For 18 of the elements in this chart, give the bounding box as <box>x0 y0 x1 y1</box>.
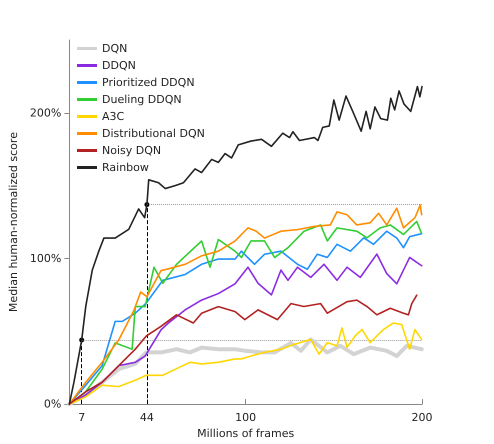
legend-label: Noisy DQN <box>102 144 162 157</box>
y-tick-label: 100% <box>30 252 62 265</box>
x-tick-label: 44 <box>140 411 154 424</box>
y-tick-label: 0% <box>44 398 62 411</box>
y-tick-label: 200% <box>30 106 62 120</box>
legend-label: A3C <box>102 110 125 123</box>
legend-label: Prioritized DDQN <box>102 76 195 89</box>
y-axis-title: Median human-normalized score <box>7 132 20 312</box>
legend-label: Rainbow <box>102 161 149 174</box>
x-axis-title: Millions of frames <box>197 427 294 440</box>
legend-label: Dueling DDQN <box>102 93 182 106</box>
x-tick-label: 100 <box>235 411 256 424</box>
legend-label: Distributional DQN <box>102 127 205 140</box>
line-series <box>68 294 418 405</box>
x-tick-label: 200 <box>412 411 432 424</box>
x-tick-label: 7 <box>78 411 86 424</box>
legend-label: DQN <box>102 42 128 55</box>
legend-label: DDQN <box>102 59 136 72</box>
